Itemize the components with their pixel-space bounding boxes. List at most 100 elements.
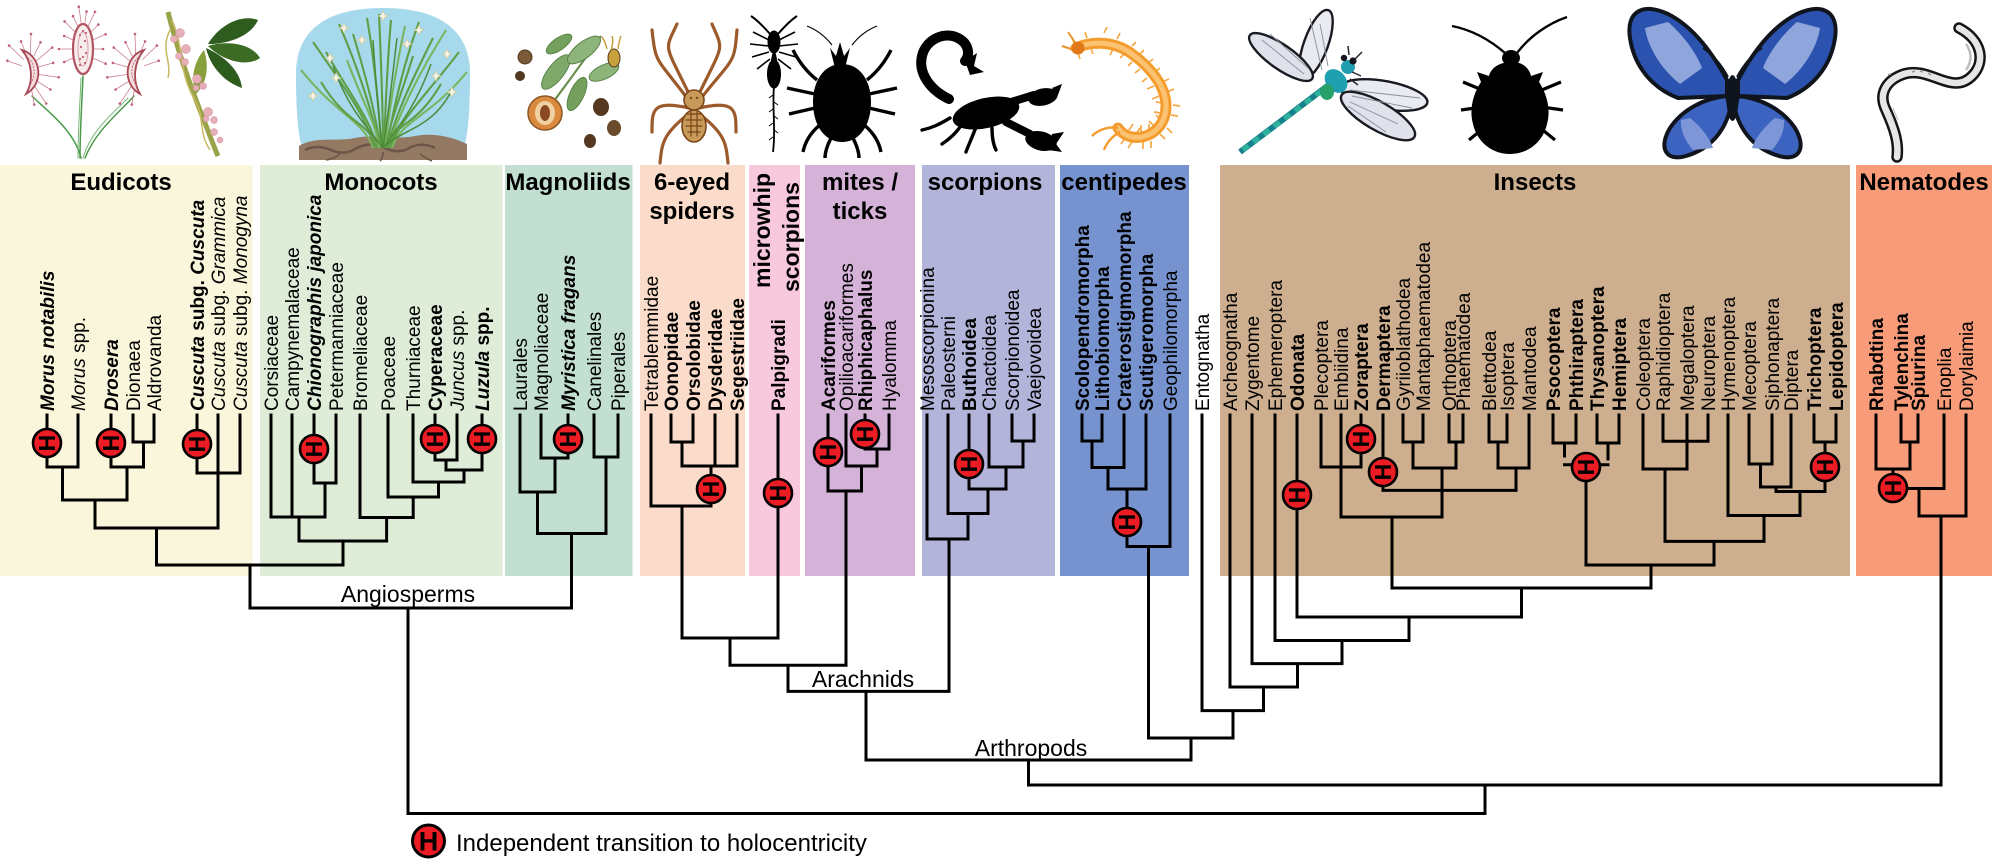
svg-text:Archeognatha: Archeognatha (1221, 292, 1242, 411)
svg-text:Chionographis japonica: Chionographis japonica (305, 194, 326, 411)
svg-text:Blettodea: Blettodea (1480, 330, 1501, 411)
svg-text:Craterostigmomorpha: Craterostigmomorpha (1115, 211, 1136, 411)
svg-text:H: H (1370, 464, 1396, 481)
svg-text:Mecoptera: Mecoptera (1740, 321, 1761, 411)
svg-text:Oonopidae: Oonopidae (662, 312, 683, 411)
svg-text:Angiosperms: Angiosperms (341, 581, 475, 607)
svg-text:Paleosterni: Paleosterni (939, 316, 960, 411)
svg-text:Plecoptera: Plecoptera (1312, 320, 1333, 411)
svg-text:Odonata: Odonata (1288, 334, 1309, 411)
svg-text:Arthropods: Arthropods (975, 735, 1088, 761)
svg-text:Segestriidae: Segestriidae (728, 298, 749, 411)
svg-text:H: H (1880, 480, 1906, 497)
svg-text:Cyperaceae: Cyperaceae (426, 304, 447, 411)
svg-text:Campynemalaceae: Campynemalaceae (283, 247, 304, 411)
svg-text:Mantodea: Mantodea (1520, 326, 1541, 411)
svg-text:Orthoptera: Orthoptera (1440, 320, 1461, 411)
svg-text:H: H (1348, 431, 1374, 448)
svg-text:H: H (98, 435, 124, 452)
svg-text:Dermaptera: Dermaptera (1374, 305, 1395, 411)
svg-text:Enoplia: Enoplia (1935, 347, 1956, 411)
svg-text:Raphidioptera: Raphidioptera (1654, 292, 1675, 411)
svg-text:H: H (419, 827, 439, 857)
svg-text:H: H (422, 431, 448, 448)
svg-text:Rhabdtina: Rhabdtina (1867, 318, 1888, 411)
svg-text:6-eyed: 6-eyed (654, 169, 730, 196)
svg-text:Scutigeromorpha: Scutigeromorpha (1137, 253, 1158, 411)
svg-text:H: H (852, 426, 878, 443)
svg-text:Opilioacariformes: Opilioacariformes (837, 263, 858, 411)
svg-text:H: H (765, 485, 791, 502)
svg-text:Spiurina: Spiurina (1909, 335, 1930, 411)
svg-text:Entognatha: Entognatha (1193, 313, 1214, 411)
svg-text:H: H (184, 436, 210, 453)
svg-text:Isoptera: Isoptera (1498, 342, 1519, 411)
svg-text:Magnoliaceae: Magnoliaceae (532, 293, 553, 411)
svg-text:Psocoptera: Psocoptera (1544, 307, 1565, 411)
svg-text:Morus notabilis: Morus notabilis (38, 271, 59, 411)
svg-text:H: H (956, 456, 982, 473)
svg-text:Rhiphicaphalus: Rhiphicaphalus (856, 270, 877, 411)
svg-text:Hymenoptera: Hymenoptera (1719, 297, 1740, 411)
svg-text:Eudicots: Eudicots (70, 169, 171, 196)
svg-text:Independent transition to holo: Independent transition to holocentricity (456, 830, 867, 857)
svg-text:Geophilomorpha: Geophilomorpha (1161, 270, 1182, 411)
svg-text:H: H (1812, 459, 1838, 476)
svg-text:H: H (301, 441, 327, 458)
svg-text:ticks: ticks (833, 198, 888, 225)
svg-text:spiders: spiders (649, 198, 734, 225)
svg-text:Chactoidea: Chactoidea (980, 314, 1001, 411)
svg-text:Lithobiomorpha: Lithobiomorpha (1093, 266, 1114, 411)
svg-text:Thysanoptera: Thysanoptera (1588, 286, 1609, 411)
svg-text:H: H (1284, 487, 1310, 504)
svg-text:Arachnids: Arachnids (812, 666, 914, 692)
svg-text:Hemiptera: Hemiptera (1610, 318, 1631, 411)
svg-text:H: H (815, 444, 841, 461)
svg-text:Lepidoptera: Lepidoptera (1827, 302, 1848, 411)
svg-text:Bromeliaceae: Bromeliaceae (351, 295, 372, 411)
svg-text:Tetrablemmidae: Tetrablemmidae (642, 276, 663, 411)
svg-text:Ephemeroptera: Ephemeroptera (1266, 280, 1287, 411)
svg-text:Canelinales: Canelinales (585, 312, 606, 411)
svg-text:Cuscuta subg. Monogyna: Cuscuta subg. Monogyna (231, 196, 252, 411)
svg-text:Trichoptera: Trichoptera (1805, 307, 1826, 411)
svg-text:Dionaea: Dionaea (124, 340, 145, 411)
svg-text:Siphonaptera: Siphonaptera (1763, 298, 1784, 411)
svg-text:Mantaphaematodea: Mantaphaematodea (1414, 242, 1435, 411)
svg-text:Mesoscorpionina: Mesoscorpionina (918, 267, 939, 411)
svg-text:Cuscuta subg. Cuscuta: Cuscuta subg. Cuscuta (188, 199, 209, 411)
svg-text:Petermanniaceae: Petermanniaceae (327, 262, 348, 411)
svg-text:Tylenchina: Tylenchina (1892, 313, 1913, 411)
svg-text:Hyalomma: Hyalomma (880, 320, 901, 411)
svg-text:H: H (1573, 459, 1599, 476)
svg-text:Acariformes: Acariformes (819, 300, 840, 411)
svg-text:Piperales: Piperales (609, 332, 630, 411)
svg-text:Scolopendromorpha: Scolopendromorpha (1073, 225, 1094, 411)
svg-text:Diptera: Diptera (1782, 349, 1803, 411)
svg-text:H: H (469, 431, 495, 448)
svg-text:scorpions: scorpions (928, 169, 1043, 196)
svg-text:centipedes: centipedes (1061, 169, 1186, 196)
svg-text:Palpigradi: Palpigradi (769, 319, 790, 411)
svg-text:Laurales: Laurales (511, 338, 532, 411)
svg-text:Juncus spp.: Juncus spp. (448, 310, 469, 412)
svg-text:Dorylaimia: Dorylaimia (1957, 321, 1978, 411)
svg-text:mites /: mites / (822, 169, 898, 196)
svg-text:Magnoliids: Magnoliids (505, 169, 630, 196)
svg-text:Monocots: Monocots (324, 169, 437, 196)
svg-text:Coleoptera: Coleoptera (1634, 318, 1655, 411)
svg-text:H: H (1114, 514, 1140, 531)
svg-text:Vaejovoidea: Vaejovoidea (1025, 307, 1046, 411)
svg-text:Scorpionoidea: Scorpionoidea (1003, 289, 1024, 411)
svg-text:Luzula spp.: Luzula spp. (473, 306, 494, 411)
svg-text:H: H (34, 435, 60, 452)
svg-text:Embiidina: Embiidina (1332, 327, 1353, 411)
svg-text:Morus spp.: Morus spp. (69, 317, 90, 411)
svg-text:Poaceae: Poaceae (379, 336, 400, 411)
svg-text:Nematodes: Nematodes (1859, 169, 1988, 196)
svg-text:Phaematodea: Phaematodea (1454, 292, 1475, 411)
svg-text:H: H (698, 481, 724, 498)
svg-text:Zygentome: Zygentome (1243, 316, 1264, 411)
svg-text:Insects: Insects (1494, 169, 1577, 196)
svg-text:Phthiraptera: Phthiraptera (1567, 299, 1588, 411)
